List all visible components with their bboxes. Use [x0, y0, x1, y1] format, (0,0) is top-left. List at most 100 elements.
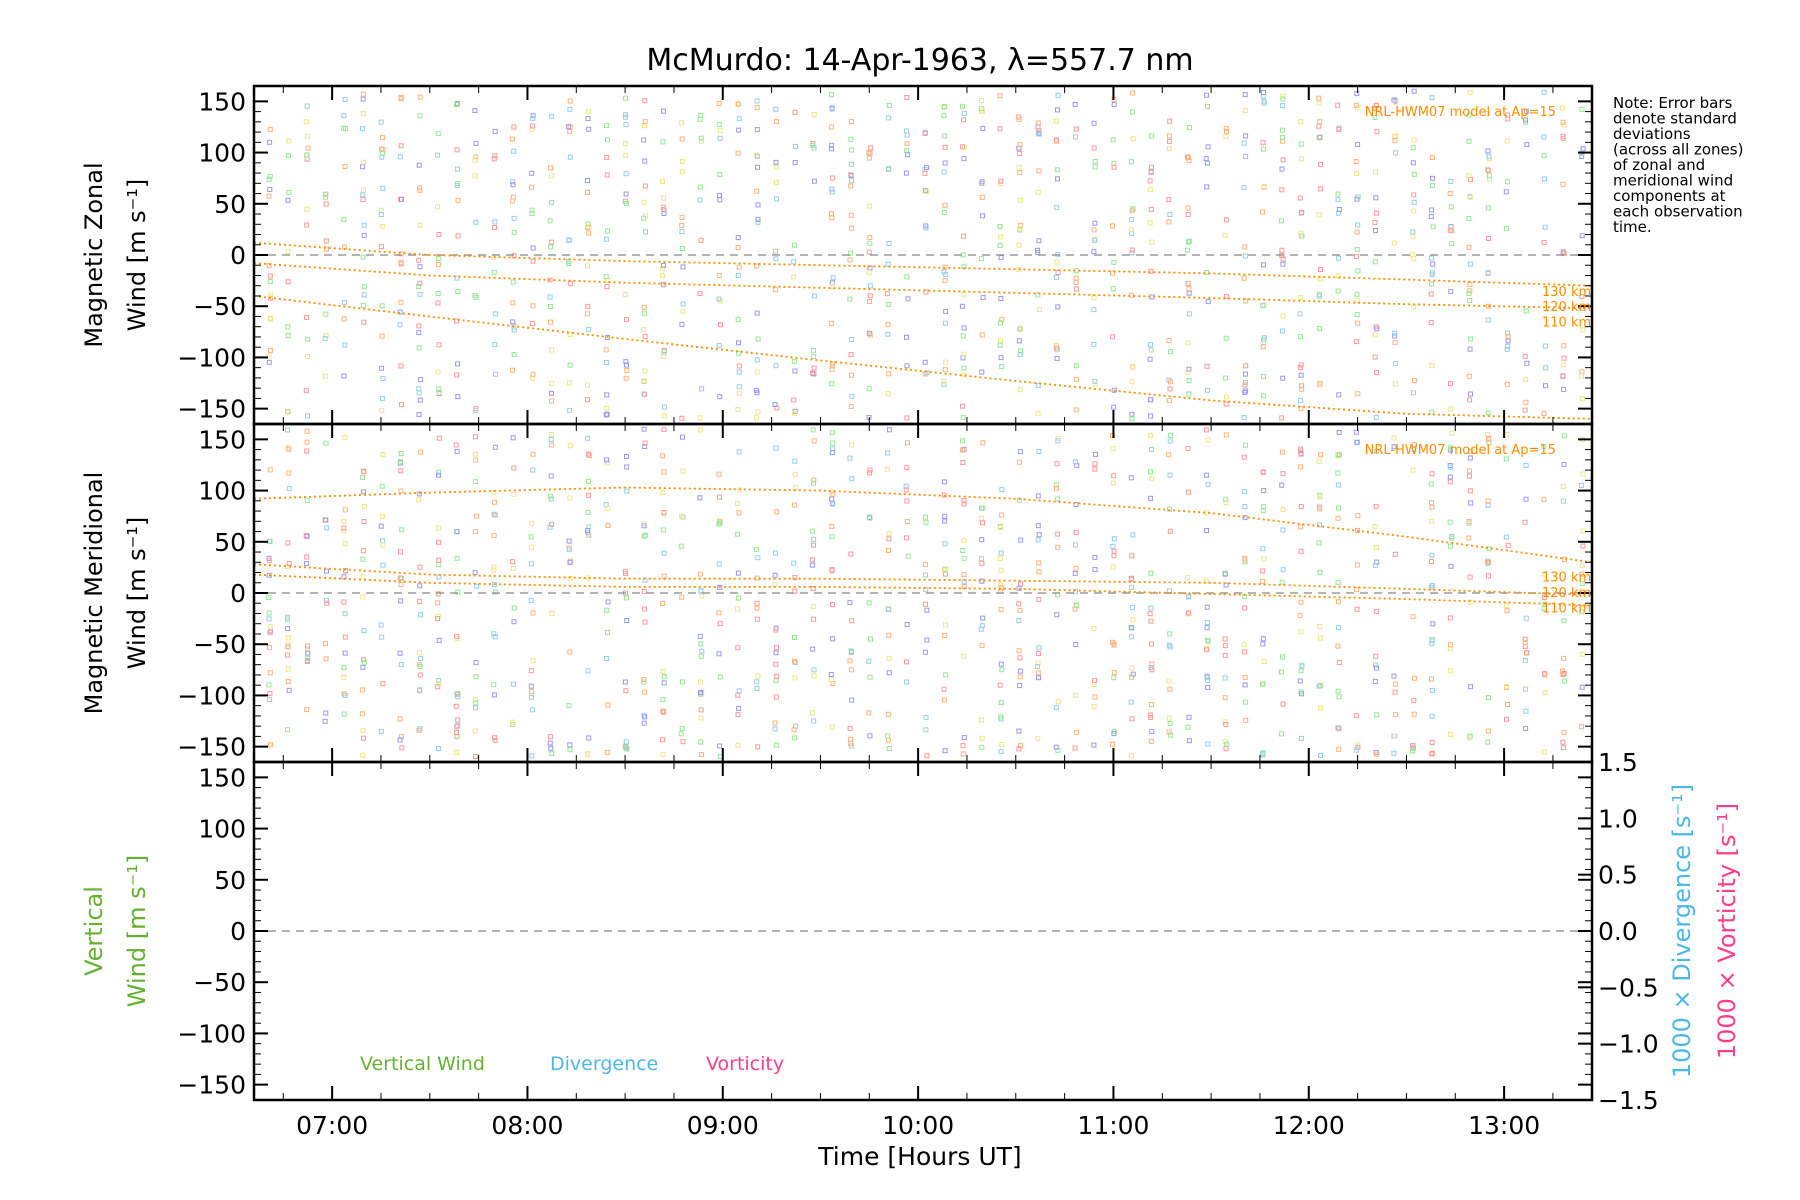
observation-point: [904, 95, 910, 100]
observation-point: [716, 121, 722, 127]
observation-point: [1149, 729, 1155, 735]
observation-point: [361, 222, 367, 228]
observation-point: [1522, 353, 1528, 359]
observation-point: [679, 594, 685, 600]
observation-point: [1354, 527, 1360, 533]
observation-point: [924, 753, 930, 759]
observation-point: [1561, 745, 1566, 751]
observation-point: [999, 585, 1005, 591]
y-tick-label: −50: [193, 292, 246, 321]
observation-point: [942, 567, 948, 573]
observation-point: [491, 564, 497, 570]
observation-point: [1279, 103, 1285, 109]
observation-point: [1185, 724, 1191, 730]
observation-point: [1223, 722, 1229, 727]
observation-point: [622, 292, 628, 298]
observation-point: [303, 119, 309, 125]
observation-point: [660, 490, 666, 496]
observation-point: [567, 129, 573, 135]
observation-point: [1111, 102, 1117, 107]
observation-point: [942, 633, 948, 638]
observation-point: [755, 336, 761, 342]
observation-point: [999, 742, 1005, 747]
observation-point: [324, 246, 329, 252]
observation-point: [455, 717, 461, 723]
observation-point: [1298, 464, 1304, 470]
observation-point: [1467, 574, 1473, 580]
observation-point: [1280, 93, 1286, 99]
observation-point: [754, 679, 760, 685]
observation-point: [867, 240, 873, 246]
observation-point: [1411, 137, 1417, 143]
observation-point: [1092, 220, 1098, 226]
observation-point: [1111, 404, 1117, 410]
observation-point: [1503, 456, 1509, 462]
observation-point: [417, 187, 423, 193]
observation-point: [1241, 642, 1247, 648]
meridional-model-curves: [253, 486, 1593, 607]
observation-point: [1036, 168, 1042, 174]
observation-point: [736, 705, 742, 711]
observation-point: [454, 730, 459, 735]
observation-point: [304, 222, 310, 228]
observation-point: [1204, 363, 1210, 369]
observation-point: [1578, 724, 1584, 730]
observation-point: [1128, 227, 1134, 233]
observation-point: [1542, 176, 1547, 182]
observation-point: [1392, 137, 1398, 143]
observation-point: [379, 514, 385, 519]
observation-point: [322, 718, 328, 724]
observation-point: [754, 153, 760, 159]
observation-point: [547, 740, 553, 746]
x-axis-ticks: 07:00 08:00 09:00 10:00 11:00 12:00 13:00: [296, 1111, 1540, 1140]
observation-point: [941, 210, 947, 215]
observation-point: [942, 697, 948, 703]
observation-point: [304, 156, 310, 162]
observation-point: [1411, 192, 1417, 198]
observation-point: [1355, 742, 1361, 748]
observation-point: [1280, 507, 1286, 512]
observation-point: [642, 119, 648, 125]
observation-point: [772, 720, 778, 726]
observation-point: [1186, 290, 1192, 296]
observation-point: [1185, 281, 1191, 287]
observation-point: [848, 183, 854, 189]
observation-point: [886, 670, 892, 676]
observation-point: [267, 670, 273, 676]
observation-point: [1299, 156, 1305, 162]
observation-point: [1205, 144, 1211, 150]
y-tick-label: 100: [198, 477, 246, 506]
observation-point: [1205, 299, 1211, 305]
observation-point: [360, 556, 366, 562]
observation-point: [323, 517, 329, 523]
y-tick-label: 50: [214, 528, 246, 557]
observation-point: [267, 624, 273, 630]
observation-point: [416, 345, 422, 351]
observation-point: [1185, 575, 1191, 581]
observation-point: [304, 554, 310, 560]
observation-point: [417, 397, 423, 403]
observation-point: [1036, 131, 1042, 137]
zonal-altitude-labels: 130 km 120 km 110 km: [1542, 285, 1591, 331]
observation-point: [829, 106, 835, 112]
observation-point: [1167, 212, 1173, 217]
model-curve-120km: [253, 262, 1593, 310]
observation-point: [567, 747, 573, 753]
observation-point: [529, 211, 535, 217]
observation-point: [1430, 750, 1436, 756]
observation-point: [1204, 92, 1209, 98]
observation-point: [886, 371, 892, 377]
observation-point: [828, 146, 834, 152]
observation-point: [810, 586, 816, 591]
observation-point: [942, 133, 948, 139]
observation-point: [341, 599, 347, 605]
observation-point: [942, 278, 948, 284]
observation-point: [735, 101, 741, 107]
observation-point: [1335, 470, 1341, 476]
observation-point: [679, 136, 685, 142]
observation-point: [1486, 303, 1491, 309]
observation-point: [1429, 95, 1435, 101]
observation-point: [379, 408, 385, 414]
observation-point: [416, 390, 422, 396]
observation-point: [866, 269, 872, 275]
